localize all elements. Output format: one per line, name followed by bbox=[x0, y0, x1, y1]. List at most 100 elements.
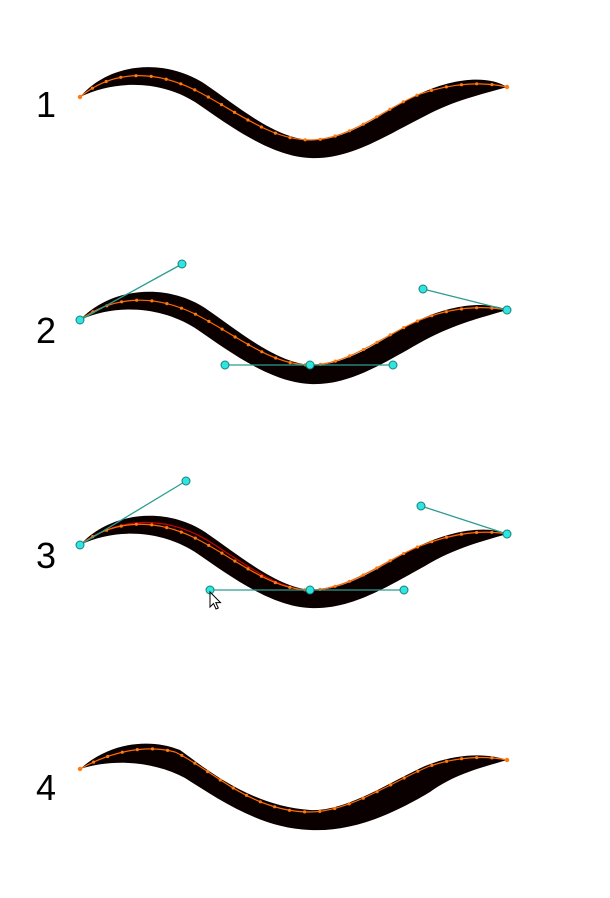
centerline-point bbox=[207, 543, 211, 548]
control-point[interactable] bbox=[305, 585, 315, 595]
centerline-point bbox=[135, 298, 139, 302]
centerline-point bbox=[333, 134, 337, 138]
handle-point[interactable] bbox=[220, 360, 230, 370]
centerline-point bbox=[150, 299, 154, 303]
centerline-point bbox=[347, 802, 351, 806]
centerline-point bbox=[193, 536, 197, 540]
centerline-point bbox=[231, 786, 235, 790]
centerline-point bbox=[134, 74, 138, 78]
stroke-step-4 bbox=[77, 743, 510, 831]
handle-point[interactable] bbox=[399, 585, 409, 595]
centerline-point bbox=[402, 326, 406, 330]
handle-point[interactable] bbox=[388, 360, 398, 370]
centerline-point bbox=[288, 361, 292, 365]
centerline-point bbox=[504, 757, 510, 763]
centerline-point bbox=[389, 783, 393, 787]
centerline-point bbox=[166, 748, 170, 753]
handle-point[interactable] bbox=[177, 259, 187, 269]
centerline-point bbox=[475, 306, 479, 310]
centerline-point bbox=[119, 75, 123, 79]
centerline-point bbox=[460, 757, 464, 761]
centerline-point bbox=[333, 806, 337, 811]
centerline-point bbox=[361, 573, 365, 577]
centerline-point bbox=[233, 335, 237, 339]
centerline-point bbox=[106, 754, 110, 759]
centerline-point bbox=[361, 796, 365, 800]
centerline-point bbox=[219, 103, 224, 107]
centerline-point bbox=[490, 530, 494, 534]
centerline-point bbox=[260, 350, 264, 354]
centerline-point bbox=[444, 535, 449, 539]
centerline-point bbox=[244, 793, 249, 798]
centerline-point bbox=[490, 756, 494, 760]
centerline-point bbox=[258, 800, 262, 804]
centerline-point bbox=[504, 84, 510, 90]
centerline-point bbox=[180, 753, 184, 758]
brush-stroke bbox=[80, 291, 507, 385]
centerline-point bbox=[490, 83, 494, 87]
step-label-2: 2 bbox=[36, 310, 57, 351]
handle-point[interactable] bbox=[418, 284, 428, 294]
centerline-point bbox=[288, 136, 292, 140]
centerline-point bbox=[475, 82, 479, 86]
handle-point[interactable] bbox=[416, 501, 426, 511]
centerline-point bbox=[347, 579, 351, 583]
control-point[interactable] bbox=[502, 305, 512, 315]
centerline-point bbox=[120, 300, 124, 304]
brush-stroke bbox=[80, 743, 507, 831]
centerline-point bbox=[165, 526, 169, 530]
control-point[interactable] bbox=[75, 540, 85, 550]
stroke-step-1 bbox=[77, 67, 510, 159]
centerline-point bbox=[179, 82, 183, 86]
centerline-point bbox=[415, 93, 419, 97]
control-point[interactable] bbox=[305, 360, 315, 370]
centerline-point bbox=[233, 559, 237, 563]
centerline-point bbox=[150, 523, 154, 527]
centerline-point bbox=[303, 138, 307, 142]
centerline-point bbox=[77, 766, 83, 772]
centerline-point bbox=[193, 761, 197, 765]
centerline-point bbox=[150, 747, 155, 751]
brush-stroke bbox=[80, 515, 507, 609]
control-point[interactable] bbox=[502, 529, 512, 539]
centerline-point bbox=[207, 319, 211, 323]
bezier-handles bbox=[75, 259, 512, 370]
centerline-point bbox=[430, 540, 434, 544]
centerline-point bbox=[274, 356, 278, 360]
centerline-point bbox=[179, 530, 183, 534]
centerline-point bbox=[104, 79, 108, 84]
centerline-point bbox=[361, 122, 365, 126]
centerline-point bbox=[429, 88, 434, 92]
centerline-points bbox=[77, 74, 510, 142]
centerline-point bbox=[388, 333, 392, 337]
centerline-point bbox=[444, 310, 448, 314]
centerline-point bbox=[318, 137, 322, 141]
centerline-point bbox=[402, 551, 406, 556]
centerline-point bbox=[475, 756, 479, 760]
centerline-point bbox=[259, 125, 263, 129]
centerline-point bbox=[303, 810, 307, 814]
centerline-point bbox=[149, 74, 153, 78]
centerline-point bbox=[246, 343, 250, 347]
centerline-point bbox=[475, 530, 479, 535]
centerline-point bbox=[179, 306, 184, 310]
handle-point[interactable] bbox=[181, 476, 191, 486]
step-label-1: 1 bbox=[36, 84, 57, 125]
centerline-point bbox=[77, 94, 83, 100]
centerline-points bbox=[77, 747, 510, 814]
centerline-point bbox=[193, 88, 197, 92]
centerline-point bbox=[388, 107, 392, 111]
centerline-point bbox=[375, 790, 379, 794]
centerline-point bbox=[445, 759, 449, 764]
centerline-point bbox=[444, 85, 448, 89]
centerline-point bbox=[193, 312, 198, 316]
centerline-point bbox=[287, 808, 292, 812]
centerline-point bbox=[348, 354, 352, 358]
centerline-point bbox=[459, 532, 463, 536]
centerline-point bbox=[119, 524, 123, 528]
centerline-point bbox=[415, 545, 420, 549]
centerline-point bbox=[459, 307, 464, 311]
centerline-point bbox=[246, 118, 250, 122]
centerline-point bbox=[333, 359, 337, 363]
control-point[interactable] bbox=[75, 315, 85, 325]
